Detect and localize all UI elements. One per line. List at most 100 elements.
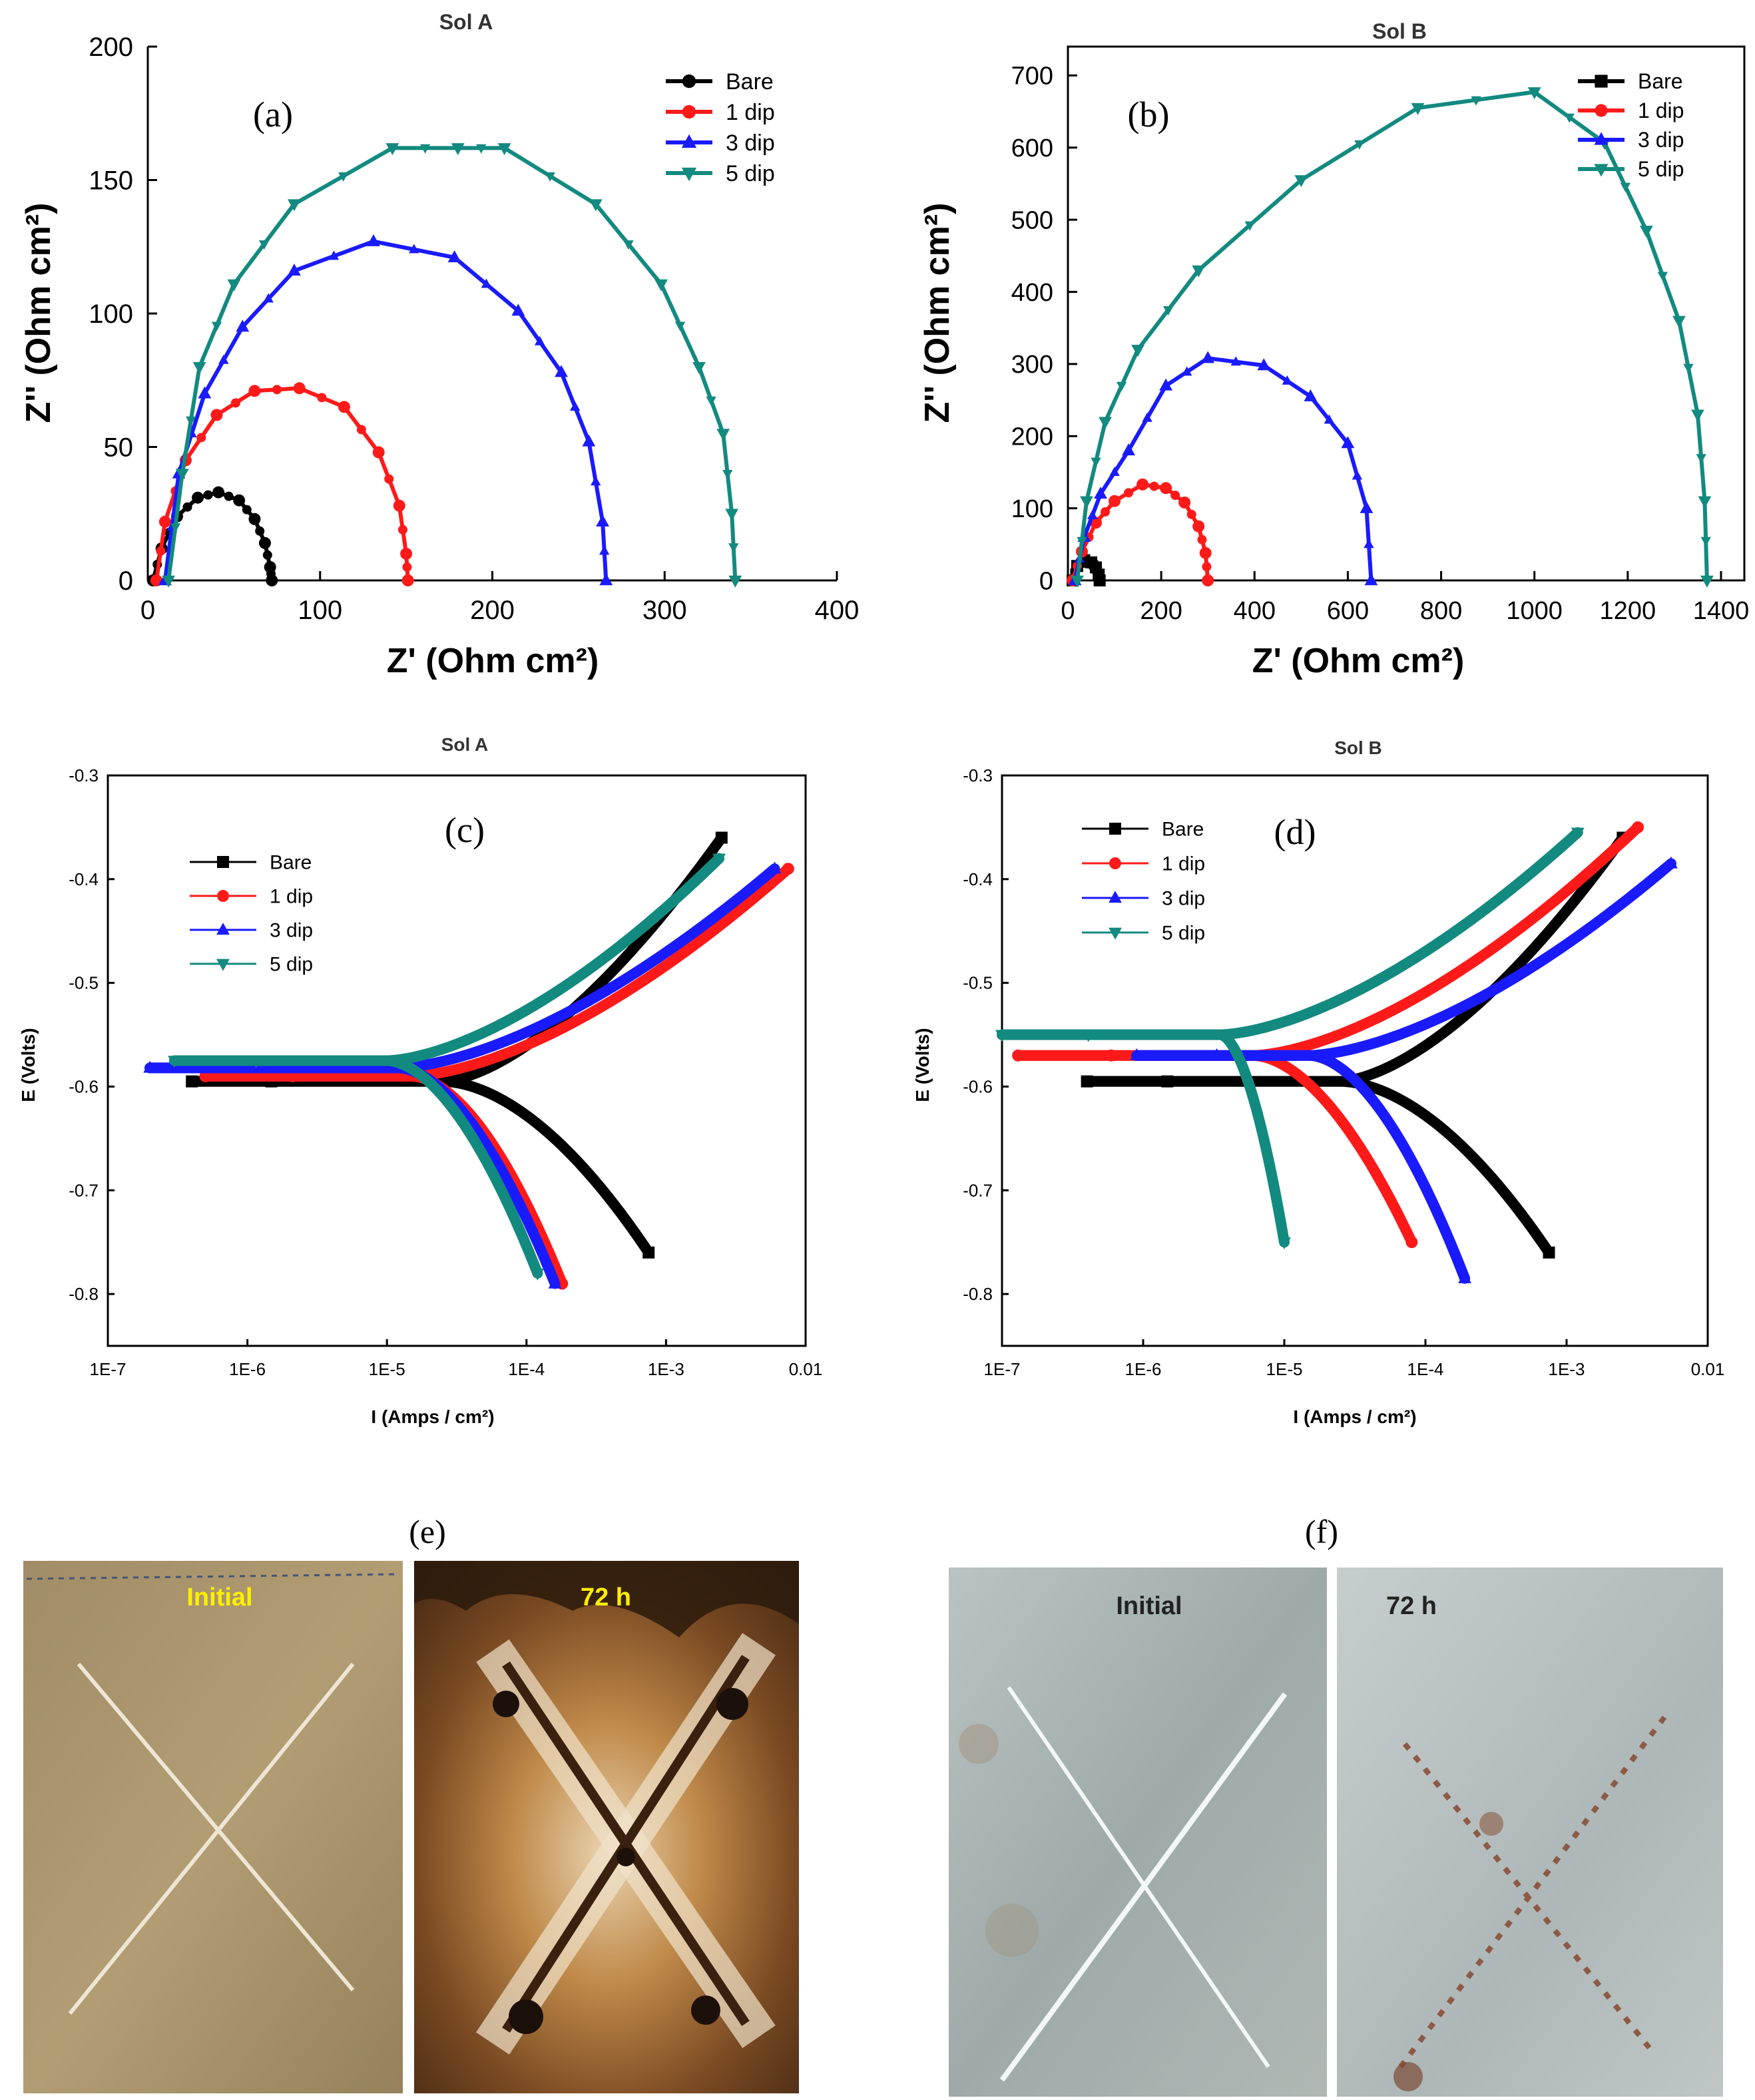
data-point (198, 386, 212, 399)
data-point (591, 476, 601, 486)
data-point (1691, 409, 1704, 422)
legend-label: 3 dip (270, 920, 313, 942)
data-point (409, 244, 419, 254)
photo-panel-e: (e) Initial 72 h (f) (23, 1513, 1723, 2097)
data-point (266, 574, 278, 586)
data-point (338, 172, 349, 182)
data-point (258, 536, 271, 549)
data-point (725, 509, 739, 521)
chart-title: Sol B (1334, 737, 1382, 758)
data-point (236, 1060, 250, 1073)
data-point (623, 240, 634, 250)
data-point (1672, 315, 1686, 328)
y-tick-label: -0.6 (69, 1077, 99, 1097)
x-tick-label: 1E-5 (369, 1359, 405, 1379)
data-point (1594, 132, 1609, 145)
series-line (997, 1029, 1290, 1248)
data-point (497, 143, 511, 156)
data-point (1201, 351, 1215, 363)
data-point (168, 1056, 181, 1068)
data-point (1282, 375, 1293, 385)
data-point (728, 575, 742, 588)
data-point (1109, 467, 1120, 477)
data-point (230, 398, 240, 408)
data-point (1087, 510, 1098, 520)
legend-label: 1 dip (1162, 853, 1205, 875)
series-line (169, 853, 725, 1066)
data-point (1364, 573, 1378, 586)
data-point (599, 573, 613, 586)
data-point (1160, 482, 1172, 495)
data-point (1458, 1271, 1471, 1283)
legend-label: 5 dip (1638, 157, 1684, 181)
data-point (385, 143, 399, 156)
legend-label: Bare (726, 69, 774, 95)
data-point (768, 861, 782, 874)
x-tick-label: 1000 (1506, 597, 1563, 625)
data-point (1093, 574, 1106, 586)
x-tick-label: 0.01 (1691, 1359, 1725, 1379)
data-point (236, 319, 250, 332)
x-tick-label: 400 (1234, 597, 1276, 625)
data-point (1186, 509, 1196, 519)
y-tick-label: 150 (89, 166, 133, 196)
data-point (1131, 344, 1145, 357)
data-point (692, 362, 706, 374)
y-tick-label: -0.5 (963, 973, 993, 993)
data-point (1159, 378, 1173, 391)
data-point (242, 505, 252, 515)
legend-label: 3 dip (726, 130, 775, 156)
data-point (1594, 164, 1609, 177)
data-point (1411, 103, 1425, 115)
x-tick-label: 200 (470, 596, 515, 625)
data-point (356, 425, 366, 435)
data-point (224, 491, 234, 501)
data-point (1244, 221, 1255, 231)
legend: Bare 1 dip 3 dip 5 dip (666, 69, 775, 186)
series-line (144, 1062, 561, 1289)
data-point (1657, 272, 1668, 282)
data-point (156, 546, 166, 556)
data-point (1109, 823, 1121, 835)
data-point (1620, 182, 1631, 192)
photo-caption: 72 h (581, 1583, 631, 1611)
data-point (1080, 496, 1093, 509)
data-point (143, 1060, 156, 1073)
photo-caption: 72 h (1386, 1592, 1437, 1620)
data-point (1527, 87, 1541, 100)
data-point (1352, 470, 1363, 480)
x-tick-label: 1400 (1693, 597, 1750, 625)
data-point (1543, 1246, 1555, 1259)
data-point (1149, 481, 1159, 491)
legend-label: 5 dip (726, 161, 775, 186)
series-line (169, 1055, 543, 1279)
data-point (1199, 546, 1212, 559)
series-dip3 (158, 234, 613, 586)
data-point (451, 143, 465, 156)
data-point (372, 446, 385, 459)
data-point (1202, 574, 1214, 586)
data-point (1181, 366, 1192, 376)
data-point (1278, 1237, 1291, 1249)
legend: Bare 1 dip 3 dip 5 dip (1578, 69, 1684, 181)
panel-label: (a) (253, 95, 293, 134)
data-point (1130, 1048, 1144, 1060)
data-point (170, 523, 181, 533)
data-point (1178, 496, 1191, 509)
data-point (217, 856, 229, 868)
data-point (1364, 538, 1374, 548)
data-point (263, 293, 274, 303)
data-point (1571, 827, 1585, 840)
data-point (1210, 1048, 1224, 1060)
data-point (1564, 113, 1575, 123)
data-point (175, 469, 189, 481)
data-point (1294, 175, 1308, 188)
data-point (531, 1268, 545, 1281)
data-point (1696, 454, 1706, 464)
data-point (475, 144, 487, 154)
y-tick-label: -0.7 (963, 1180, 993, 1200)
y-axis-label: Z'' (Ohm cm²) (918, 203, 957, 423)
y-tick-label: 500 (1011, 206, 1053, 234)
data-point (317, 393, 327, 403)
data-point (1257, 358, 1271, 371)
